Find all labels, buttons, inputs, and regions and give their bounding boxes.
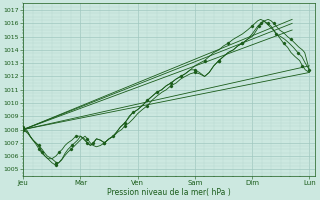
X-axis label: Pression niveau de la mer( hPa ): Pression niveau de la mer( hPa )	[107, 188, 231, 197]
